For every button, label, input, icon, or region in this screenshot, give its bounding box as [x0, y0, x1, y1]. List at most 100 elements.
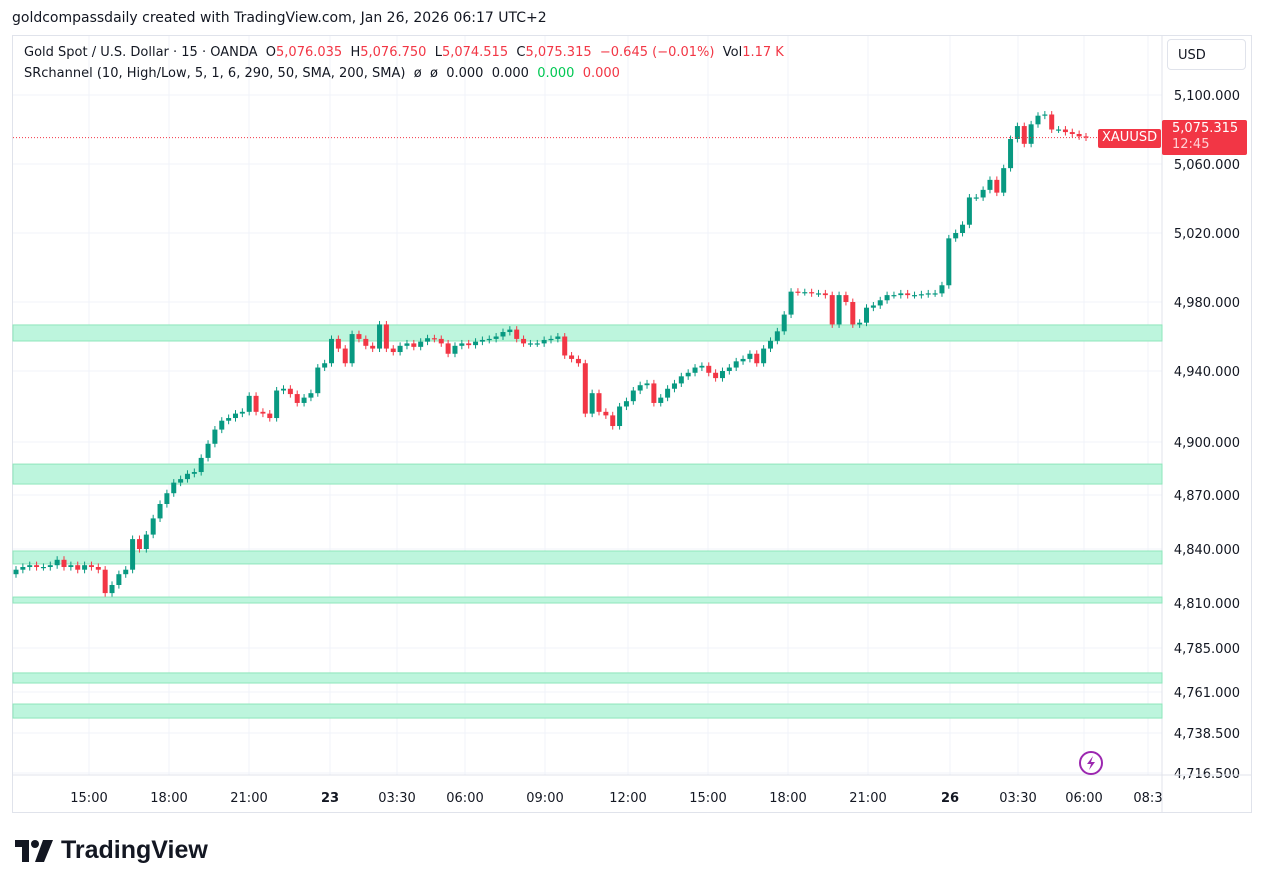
currency-button[interactable]: USD: [1167, 39, 1246, 70]
candle-up: [212, 429, 218, 444]
time-tick-label: 12:00: [609, 791, 646, 806]
sr-channel-zone: [12, 463, 1163, 485]
candle-down: [905, 293, 911, 296]
candle-up: [877, 300, 883, 306]
candle-up: [54, 559, 60, 566]
indicator-legend: SRchannel (10, High/Low, 5, 1, 6, 290, 5…: [24, 66, 620, 81]
time-tick-label: 06:00: [1065, 791, 1102, 806]
close-value: 5,075.315: [525, 45, 592, 60]
candle-down: [575, 358, 581, 364]
candle-down: [370, 345, 376, 349]
candle-up: [685, 372, 691, 377]
candle-up: [68, 565, 74, 567]
candle-up: [191, 472, 197, 474]
price-tick-label: 5,020.000: [1174, 227, 1240, 242]
tradingview-logo[interactable]: TradingView: [15, 836, 208, 865]
candle-down: [88, 565, 94, 567]
time-tick-label: 15:00: [689, 791, 726, 806]
time-tick-label: 06:00: [446, 791, 483, 806]
candle-down: [706, 365, 712, 373]
indicator-name[interactable]: SRchannel (10, High/Low, 5, 1, 6, 290, 5…: [24, 66, 406, 81]
price-tick-label: 4,761.000: [1174, 686, 1240, 701]
candle-up: [226, 418, 232, 421]
candle-up: [1014, 126, 1020, 139]
candle-up: [719, 371, 725, 379]
candle-up: [116, 574, 122, 585]
candle-up: [884, 295, 890, 301]
candle-up: [939, 285, 945, 294]
candle-up: [13, 569, 19, 575]
candle-up: [678, 376, 684, 384]
candle-up: [534, 343, 540, 345]
candle-down: [795, 291, 801, 293]
sr-channel-zone: [12, 703, 1163, 719]
candle-down: [294, 394, 300, 403]
candle-up: [418, 341, 424, 347]
candle-down: [521, 338, 527, 344]
candle-down: [514, 329, 520, 339]
high-label: H: [350, 45, 361, 60]
sr-channel-zone: [12, 672, 1163, 684]
candle-up: [1008, 138, 1014, 169]
candle-down: [1083, 136, 1089, 138]
candle-down: [431, 338, 437, 340]
candle-up: [308, 393, 314, 398]
sr-channel-zone: [12, 324, 1163, 342]
candle-up: [425, 338, 431, 342]
candle-down: [829, 295, 835, 325]
open-value: 5,076.035: [276, 45, 343, 60]
candle-up: [623, 401, 629, 407]
candle-down: [356, 334, 362, 339]
indicator-value-1: ø: [413, 66, 422, 81]
symbol-name[interactable]: Gold Spot / U.S. Dollar · 15 · OANDA: [24, 45, 258, 60]
candle-up: [329, 338, 335, 364]
brand-name: TradingView: [61, 836, 208, 864]
candle-down: [342, 348, 348, 364]
candle-up: [479, 339, 485, 342]
candle-down: [390, 348, 396, 353]
candle-down: [253, 395, 259, 412]
candle-up: [774, 331, 780, 341]
time-tick-label: 15:00: [70, 791, 107, 806]
candle-up: [157, 504, 163, 519]
lightning-icon[interactable]: [1078, 750, 1104, 776]
candle-up: [692, 367, 698, 373]
last-price-label: 5,075.315 12:45: [1162, 120, 1247, 155]
time-tick-label: 18:00: [150, 791, 187, 806]
candle-down: [994, 179, 1000, 193]
candle-up: [747, 353, 753, 359]
time-tick-label: 09:00: [526, 791, 563, 806]
last-price-value: 5,075.315: [1172, 121, 1239, 136]
candle-up: [150, 518, 156, 535]
price-tick-label: 4,810.000: [1174, 597, 1240, 612]
candle-down: [75, 565, 81, 570]
candle-down: [411, 343, 417, 347]
symbol-price-label: XAUUSD: [1098, 129, 1162, 148]
candle-up: [630, 390, 636, 402]
candle-up: [322, 363, 328, 368]
candle-down: [809, 292, 815, 294]
indicator-value-5: 0.000: [537, 66, 575, 81]
time-tick-label: 21:00: [849, 791, 886, 806]
candle-up: [932, 293, 938, 295]
candle-up: [109, 585, 115, 594]
candle-up: [665, 388, 671, 398]
time-tick-label: 18:00: [769, 791, 806, 806]
time-tick-label: 03:30: [378, 791, 415, 806]
candle-up: [960, 224, 966, 233]
candle-up: [486, 338, 492, 341]
candle-up: [47, 565, 53, 567]
price-tick-label: 5,060.000: [1174, 158, 1240, 173]
candle-down: [1049, 114, 1055, 130]
candle-up: [130, 539, 136, 570]
price-tick-label: 4,940.000: [1174, 365, 1240, 380]
candle-up: [617, 406, 623, 427]
candle-up: [767, 340, 773, 349]
time-tick-label: 03:30: [999, 791, 1036, 806]
candle-down: [335, 338, 341, 349]
candle-up: [315, 367, 321, 394]
sr-channel-zone: [12, 550, 1163, 565]
price-tick-label: 4,738.500: [1174, 727, 1240, 742]
candle-up: [637, 385, 643, 391]
